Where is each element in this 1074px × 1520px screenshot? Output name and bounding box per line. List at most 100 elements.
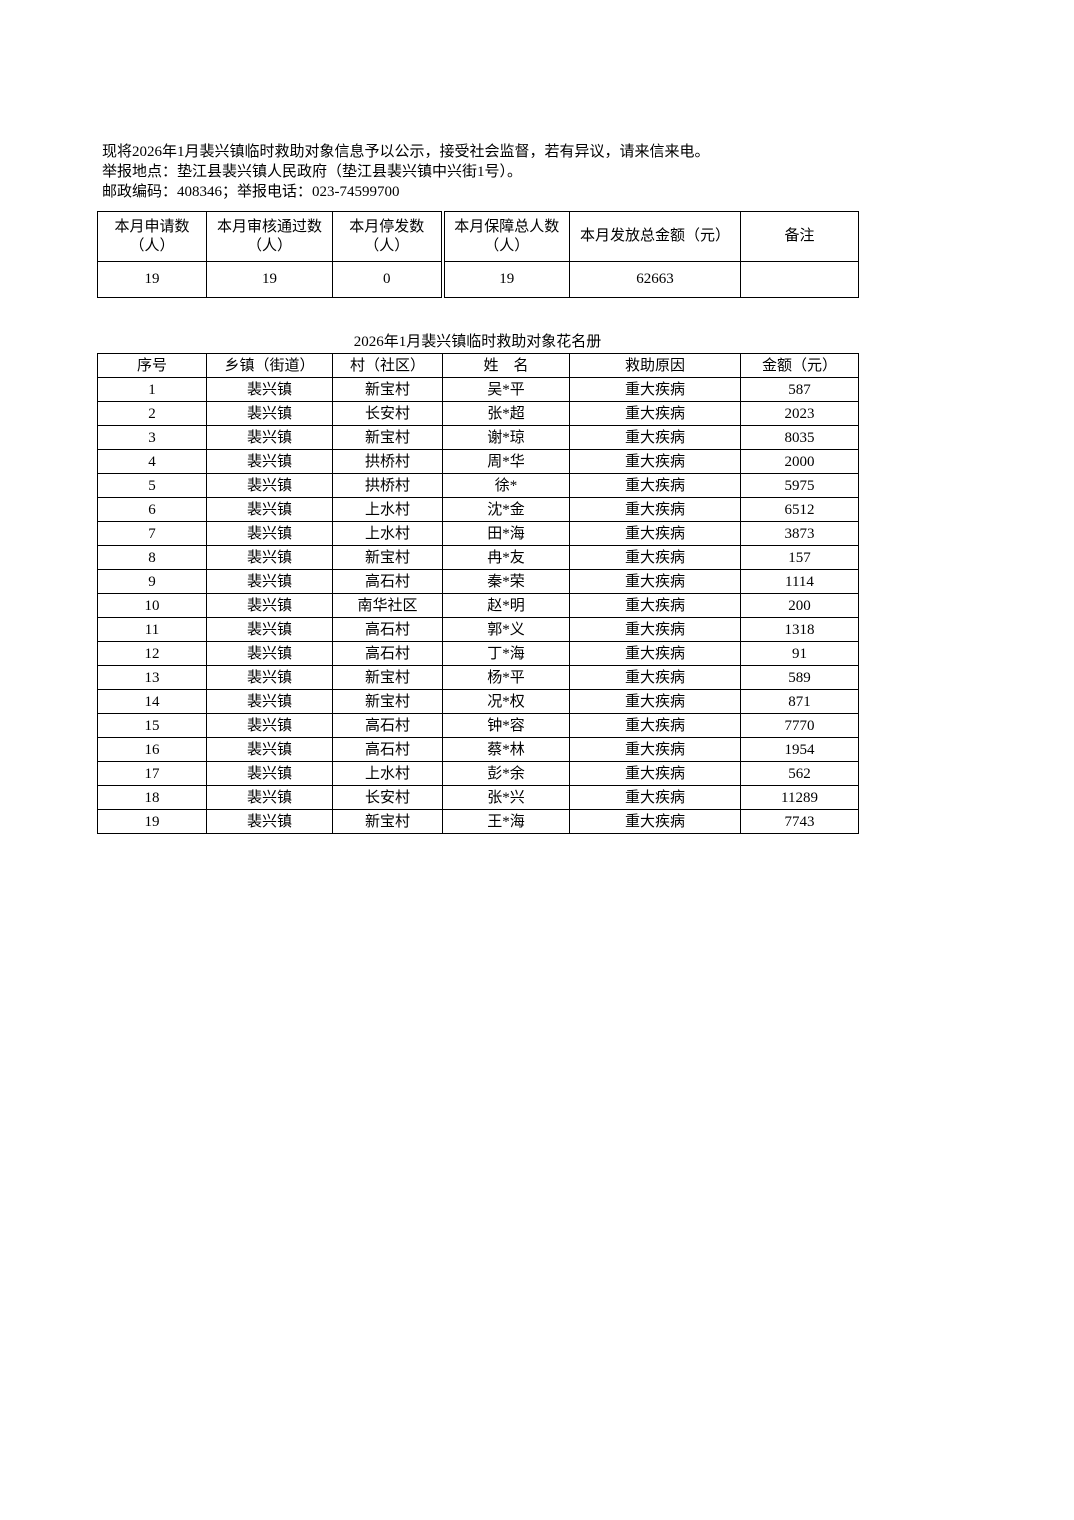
table-cell: 王*海 — [442, 809, 570, 834]
column-header: 序号 — [97, 353, 207, 378]
table-cell: 重大疾病 — [569, 593, 741, 618]
table-cell: 重大疾病 — [569, 689, 741, 714]
summary-value-cell: 19 — [206, 261, 333, 298]
table-cell: 5975 — [740, 473, 859, 498]
table-cell: 彭*余 — [442, 761, 570, 786]
table-row: 2 裴兴镇 长安村 张*超 重大疾病 2023 — [97, 401, 859, 426]
table-cell: 钟*容 — [442, 713, 570, 738]
header-line-2: （人） — [484, 237, 530, 254]
table-cell: 9 — [97, 569, 207, 594]
table-cell: 11289 — [740, 785, 859, 810]
table-cell: 10 — [97, 593, 207, 618]
table-row: 3 裴兴镇 新宝村 谢*琼 重大疾病 8035 — [97, 425, 859, 450]
table-cell: 19 — [97, 809, 207, 834]
header-line-1: 本月保障总人数 — [454, 218, 560, 235]
table-cell: 1114 — [740, 569, 859, 594]
notice-line-2: 举报地点：垫江县裴兴镇人民政府（垫江县裴兴镇中兴街1号）。 — [102, 164, 523, 180]
table-cell: 裴兴镇 — [206, 449, 333, 474]
table-cell: 新宝村 — [332, 689, 443, 714]
header-line-1: 本月停发数 — [349, 218, 425, 235]
table-cell: 况*权 — [442, 689, 570, 714]
table-cell: 新宝村 — [332, 425, 443, 450]
table-cell: 6512 — [740, 497, 859, 522]
header-line-1: 本月申请数 — [114, 218, 190, 235]
table-cell: 谢*琼 — [442, 425, 570, 450]
table-cell: 重大疾病 — [569, 497, 741, 522]
table-cell: 3873 — [740, 521, 859, 546]
table-cell: 16 — [97, 737, 207, 762]
summary-header-cell: 本月发放总金额（元） — [569, 211, 741, 262]
table-cell: 南华社区 — [332, 593, 443, 618]
summary-header-cell: 本月申请数 （人） — [97, 211, 207, 262]
table-cell: 3 — [97, 425, 207, 450]
table-cell: 17 — [97, 761, 207, 786]
table-cell: 田*海 — [442, 521, 570, 546]
table-row: 6 裴兴镇 上水村 沈*金 重大疾病 6512 — [97, 497, 859, 522]
table-cell: 高石村 — [332, 569, 443, 594]
table-cell: 吴*平 — [442, 377, 570, 402]
table-cell: 8 — [97, 545, 207, 570]
table-cell: 2000 — [740, 449, 859, 474]
table-cell: 1318 — [740, 617, 859, 642]
table-cell: 18 — [97, 785, 207, 810]
table-cell: 重大疾病 — [569, 617, 741, 642]
notice-line-3: 邮政编码：408346；举报电话：023-74599700 — [102, 184, 400, 200]
summary-header-cell: 备注 — [740, 211, 859, 262]
table-cell: 重大疾病 — [569, 401, 741, 426]
table-cell: 14 — [97, 689, 207, 714]
table-cell: 重大疾病 — [569, 521, 741, 546]
table-cell: 4 — [97, 449, 207, 474]
table-cell: 张*超 — [442, 401, 570, 426]
table-cell: 郭*义 — [442, 617, 570, 642]
summary-table: 本月申请数 （人） 本月审核通过数 （人） 本月停发数 （人） 本月保障总人数 （人） 本月发放… — [97, 211, 859, 298]
table-row: 4 裴兴镇 拱桥村 周*华 重大疾病 2000 — [97, 449, 859, 474]
table-row: 5 裴兴镇 拱桥村 徐* 重大疾病 5975 — [97, 473, 859, 498]
table-cell: 重大疾病 — [569, 785, 741, 810]
table-cell: 沈*金 — [442, 497, 570, 522]
table-row: 19 裴兴镇 新宝村 王*海 重大疾病 7743 — [97, 809, 859, 834]
table-cell: 裴兴镇 — [206, 617, 333, 642]
table-row: 14 裴兴镇 新宝村 况*权 重大疾病 871 — [97, 689, 859, 714]
table-row: 8 裴兴镇 新宝村 冉*友 重大疾病 157 — [97, 545, 859, 570]
table-row: 10 裴兴镇 南华社区 赵*明 重大疾病 200 — [97, 593, 859, 618]
column-header: 姓 名 — [442, 353, 570, 378]
header-line-2: （人） — [364, 237, 410, 254]
table-cell: 重大疾病 — [569, 737, 741, 762]
table-cell: 裴兴镇 — [206, 377, 333, 402]
table-cell: 裴兴镇 — [206, 641, 333, 666]
summary-value-cell — [740, 261, 859, 298]
table-cell: 200 — [740, 593, 859, 618]
roster-header-row: 序号 乡镇（街道） 村（社区）姓 名救助原因 金额（元） — [97, 353, 859, 378]
table-row: 9 裴兴镇 高石村 秦*荣 重大疾病 1114 — [97, 569, 859, 594]
table-cell: 重大疾病 — [569, 809, 741, 834]
table-cell: 7743 — [740, 809, 859, 834]
table-cell: 2 — [97, 401, 207, 426]
table-cell: 裴兴镇 — [206, 737, 333, 762]
table-cell: 裴兴镇 — [206, 473, 333, 498]
table-cell: 562 — [740, 761, 859, 786]
table-cell: 裴兴镇 — [206, 809, 333, 834]
table-cell: 高石村 — [332, 737, 443, 762]
table-cell: 重大疾病 — [569, 665, 741, 690]
table-cell: 裴兴镇 — [206, 713, 333, 738]
table-cell: 5 — [97, 473, 207, 498]
table-cell: 12 — [97, 641, 207, 666]
table-cell: 周*华 — [442, 449, 570, 474]
table-cell: 裴兴镇 — [206, 689, 333, 714]
table-cell: 7770 — [740, 713, 859, 738]
table-cell: 裴兴镇 — [206, 593, 333, 618]
table-cell: 589 — [740, 665, 859, 690]
table-cell: 裴兴镇 — [206, 785, 333, 810]
table-cell: 裴兴镇 — [206, 665, 333, 690]
table-cell: 重大疾病 — [569, 641, 741, 666]
summary-header-cell: 本月审核通过数 （人） — [206, 211, 333, 262]
table-cell: 高石村 — [332, 641, 443, 666]
header-line-1: 本月发放总金额（元） — [579, 228, 730, 244]
table-row: 7 裴兴镇 上水村 田*海 重大疾病 3873 — [97, 521, 859, 546]
table-cell: 裴兴镇 — [206, 761, 333, 786]
header-line-1: 本月审核通过数 — [216, 218, 322, 235]
table-row: 15 裴兴镇 高石村 钟*容 重大疾病 7770 — [97, 713, 859, 738]
summary-header-cell: 本月保障总人数 （人） — [440, 211, 570, 262]
table-cell: 裴兴镇 — [206, 425, 333, 450]
table-cell: 13 — [97, 665, 207, 690]
